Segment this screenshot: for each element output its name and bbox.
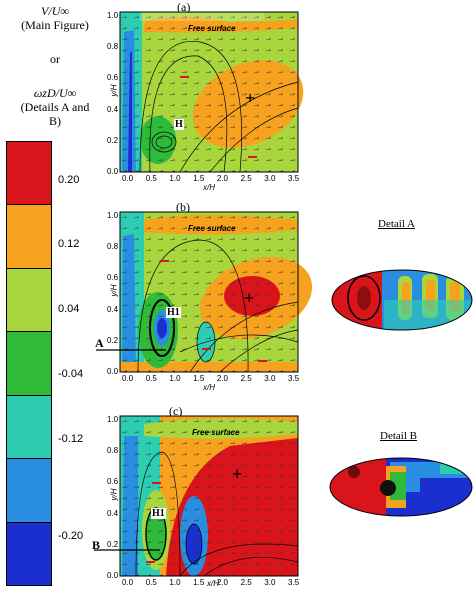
x-tick-label: 0.5 — [145, 578, 157, 587]
legend-title-velocity: V/U∞ — [41, 4, 69, 18]
panel-b-ylabel: y/H — [109, 284, 119, 297]
panel-b-xlabel: x/H — [203, 383, 215, 392]
panel-c-max-marker: + — [232, 464, 243, 484]
panel-a-ylabel: y/H — [109, 84, 119, 97]
x-tick-label: 3.0 — [264, 578, 276, 587]
legend-subtitle-end: B) — [49, 114, 61, 128]
y-tick-label: 1.0 — [107, 11, 119, 20]
panel-c-ylabel: y/H — [109, 488, 119, 501]
panel-b-free-surface: Free surface — [188, 224, 236, 233]
colorbar-band — [6, 458, 52, 523]
x-tick-label: 0.5 — [145, 174, 157, 183]
colorbar-level-3: 0.04 — [58, 303, 80, 315]
callout-b-leader — [94, 549, 160, 551]
x-tick-label: 3.0 — [264, 174, 276, 183]
colorbar-band — [6, 204, 52, 269]
x-tick-label: 2.0 — [216, 374, 228, 383]
colorbar-level-2: 0.12 — [58, 238, 80, 250]
panel-c-label: (c) — [169, 404, 183, 418]
x-tick-label: 2.5 — [240, 374, 252, 383]
y-tick-label: 0.0 — [107, 571, 119, 580]
x-tick-label: 2.0 — [216, 578, 228, 587]
panel-a-vortex-label: H — [174, 119, 184, 130]
x-tick-label: 3.5 — [288, 174, 300, 183]
panel-a-free-surface: Free surface — [188, 24, 236, 33]
panel-a-plot — [119, 11, 304, 173]
x-tick-label: 1.5 — [193, 578, 205, 587]
detail-a-inset — [331, 269, 473, 331]
y-tick-label: 0.2 — [107, 135, 119, 145]
callout-a-leader — [96, 349, 166, 351]
panel-c-xlabel: x/H — [207, 579, 219, 588]
y-tick-label: 0.0 — [107, 367, 119, 376]
x-tick-label: 0.0 — [122, 578, 134, 587]
y-tick-label: 0.6 — [107, 273, 119, 283]
legend-or: or — [50, 52, 60, 66]
panel-c-free-surface: Free surface — [192, 428, 240, 437]
y-tick-label: 0.6 — [107, 73, 119, 83]
x-tick-label: 0.0 — [122, 374, 134, 383]
y-tick-label: 0.8 — [107, 242, 119, 252]
x-tick-label: 3.5 — [288, 374, 300, 383]
panel-b-label: (b) — [176, 200, 190, 214]
y-tick-label: 0.8 — [107, 42, 119, 52]
panel-c-vortex-label: H1 — [151, 508, 166, 519]
x-tick-label: 1.5 — [193, 374, 205, 383]
colorbar-band — [6, 521, 52, 586]
callout-a-label: A — [95, 336, 104, 350]
colorbar-band — [6, 331, 52, 396]
x-tick-label: 2.5 — [240, 578, 252, 587]
legend-subtitle-details: (Details A and — [20, 100, 90, 114]
y-tick-label: 1.0 — [107, 211, 119, 220]
x-tick-label: 1.0 — [169, 374, 181, 383]
x-tick-label: 0.5 — [145, 374, 157, 383]
legend-title-vorticity: ωzD/U∞ — [33, 86, 77, 100]
detail-a-title: Detail A — [378, 218, 415, 230]
y-tick-label: 0.4 — [107, 104, 119, 114]
y-tick-label: 0.2 — [107, 539, 119, 549]
colorbar-level-4: -0.04 — [58, 368, 84, 380]
y-tick-label: 0.0 — [107, 167, 119, 176]
x-tick-label: 3.0 — [264, 374, 276, 383]
colorbar-band — [6, 267, 52, 333]
y-tick-label: 0.4 — [107, 508, 119, 518]
y-tick-label: 0.4 — [107, 304, 119, 314]
y-tick-label: 0.2 — [107, 335, 119, 345]
x-tick-label: 1.5 — [193, 174, 205, 183]
detail-b-title: Detail B — [380, 430, 417, 442]
x-tick-label: 1.0 — [169, 174, 181, 183]
panel-a-label: (a) — [177, 0, 191, 14]
y-tick-label: 1.0 — [107, 415, 119, 424]
callout-b-label: B — [92, 538, 101, 552]
colorbar-level-6: -0.20 — [58, 530, 84, 542]
panel-c-plot — [119, 415, 299, 577]
colorbar-band — [6, 394, 52, 460]
x-tick-label: 2.5 — [240, 174, 252, 183]
x-tick-label: 1.0 — [169, 578, 181, 587]
panel-b-max-marker: + — [244, 288, 255, 308]
panel-a-xlabel: x/H — [203, 183, 215, 192]
y-tick-label: 0.8 — [107, 446, 119, 456]
colorbar-band — [6, 141, 52, 206]
panel-b-vortex-label: H1 — [166, 307, 181, 318]
y-tick-label: 0.6 — [107, 477, 119, 487]
colorbar-level-1: 0.20 — [58, 174, 80, 186]
colorbar-level-5: -0.12 — [58, 433, 84, 445]
legend-subtitle-main: (Main Figure) — [21, 18, 89, 32]
panel-b-plot — [119, 211, 313, 373]
x-tick-label: 3.5 — [288, 578, 300, 587]
x-tick-label: 0.0 — [122, 174, 134, 183]
panel-a-max-marker: + — [245, 88, 256, 108]
x-tick-label: 2.0 — [216, 174, 228, 183]
detail-b-inset — [329, 457, 473, 517]
